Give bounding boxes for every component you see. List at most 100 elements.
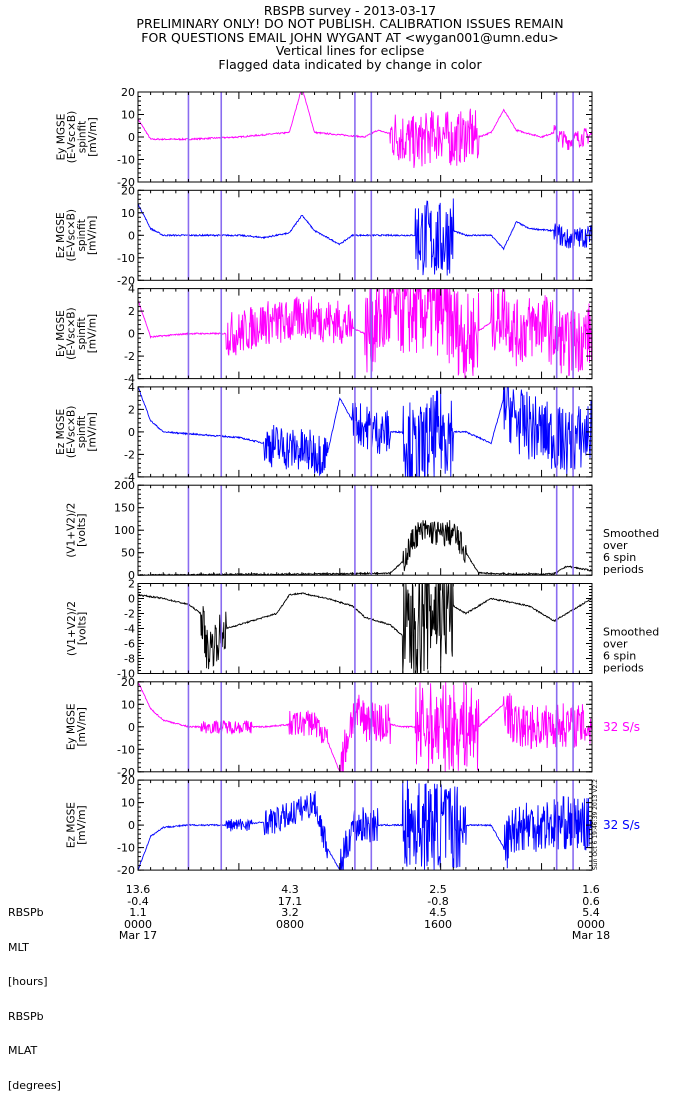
y-axis-label: spinfit [76,317,88,349]
y-axis-label: [mV/m] [87,117,99,156]
y-tick-label: 20 [121,676,135,689]
y-tick-label: 4 [128,381,135,394]
x-col-value: 2.5 [429,883,447,896]
y-tick-label: 10 [121,207,135,220]
y-axis-label: Ey MGSE [66,703,78,750]
y-axis-label: (E-Vsc×B) [66,209,78,261]
y-tick-label: 10 [121,109,135,122]
panel-3: -4 -2 0 2 4 Ey MGSE(E-Vsc×B)spinfit[mV/m] [55,283,593,386]
side-label: Smoothed [603,626,659,639]
data-line [138,780,592,871]
side-label: over [603,539,628,552]
panel-1: -20 -10 0 10 20 Ey MGSE(E-Vsc×B)spinfit[mV/m] [55,86,593,189]
x-axis-row-labels: RBSPb MLT [hours] RBSPb MLAT [degrees] [8,884,61,1103]
row-label-mlt: MLT [8,940,29,954]
data-trace-group [138,386,592,477]
data-trace-group [138,520,592,576]
y-axis-label: spinfit [76,416,88,448]
row-label-rbspb-2: RBSPb [8,1009,44,1023]
y-tick-label: 150 [114,502,135,515]
y-tick-label: 0 [128,426,135,439]
data-line [138,198,592,276]
y-tick-label: 20 [121,184,135,197]
x-col-value: 1600 [424,917,452,931]
y-tick-label: 0 [128,819,135,832]
x-col-value: 3.2 [281,906,299,919]
data-line [138,520,592,576]
sample-rate-label: 32 S/s [603,720,640,734]
y-axis-label: [mV/m] [87,412,99,451]
y-axis-label: [mV/m] [87,314,99,353]
y-axis-label: Ey MGSE [55,310,67,357]
x-col-value: 4.3 [281,883,299,896]
x-col-value: 13.6 [125,883,151,896]
panel-frame [137,484,593,576]
x-col-value: 0000 [577,917,605,931]
y-tick-label: -2 [124,448,135,461]
x-col-value: -0.4 [127,894,149,908]
y-tick-label: 2 [128,403,135,416]
row-label-mlat: MLAT [8,1044,38,1057]
y-tick-label: 10 [121,797,135,810]
panel-6: -10 -8 -6 -4 -2 0 2 (V1+V2)/2[volts] Smoothedove… [66,578,659,681]
x-col-value: Mar 18 [571,929,611,942]
y-axis-label: (E-Vsc×B) [66,406,78,458]
x-col-8: 4.3 17.1 3.2 0800 [270,884,310,930]
y-tick-label: 50 [121,547,135,560]
y-tick-label: 100 [114,524,135,537]
plot-header: RBSPB survey - 2013-03-17 PRELIMINARY ON… [0,4,700,71]
x-col-0: 13.6 -0.4 1.1 0000 Mar 17 [118,884,158,942]
header-title: RBSPB survey - 2013-03-17 [263,3,437,18]
y-axis-label: Ey MGSE [55,114,67,161]
data-trace-group [138,780,592,871]
data-trace-group [138,288,592,379]
data-trace-group [138,198,592,276]
header-contact: FOR QUESTIONS EMAIL JOHN WYGANT AT <wyga… [141,29,559,45]
y-tick-label: 200 [114,479,135,492]
header-warning: PRELIMINARY ONLY! DO NOT PUBLISH. CALIBR… [136,16,564,32]
y-tick-label: -6 [124,638,135,651]
data-line [138,92,592,168]
version-stamp: Sun Oct 6 19:46:39 2013 V2.2 [592,779,599,870]
data-line [138,681,592,772]
y-axis-label: [volts] [76,612,88,645]
y-tick-label: 10 [121,698,135,711]
y-tick-label: -4 [124,623,135,636]
side-label: 6 spin [603,650,636,663]
header-flag-note: Flagged data indicated by change in colo… [218,56,482,72]
y-tick-label: -4 [124,471,135,484]
y-axis-label: [mV/m] [76,707,88,746]
x-col-24: 1.6 0.6 5.4 0000 Mar 18 [571,884,611,942]
y-tick-label: -10 [117,252,135,265]
y-tick-label: -4 [124,373,135,386]
y-tick-label: -20 [117,274,135,287]
row-label-degrees: [degrees] [8,1078,61,1092]
x-col-value: 1.6 [582,883,600,896]
y-axis-label: [mV/m] [76,805,88,844]
sample-rate-label: 32 S/s [603,818,640,832]
y-tick-label: 20 [121,86,135,99]
y-axis-label: (E-Vsc×B) [66,111,78,163]
y-tick-label: -20 [117,176,135,189]
y-tick-label: 20 [121,774,135,787]
panel-7: -20 -10 0 10 20 Ey MGSE[mV/m] 32 S/s [66,676,640,779]
panel-4: -4 -2 0 2 4 Ez MGSE(E-Vsc×B)spinfit[mV/m] [55,381,593,484]
side-label: 6 spin [603,551,636,564]
y-axis-label: spinfit [76,121,88,153]
y-axis-label: [volts] [76,514,88,547]
panel-8: -20 -10 0 10 20 Ez MGSE[mV/m] 32 S/s [66,774,640,877]
y-tick-label: -20 [117,864,135,877]
y-tick-label: -10 [117,668,135,681]
y-tick-label: -10 [117,842,135,855]
x-col-value: 1.1 [129,906,147,919]
data-trace-group [138,92,592,168]
y-tick-label: 0 [128,721,135,734]
x-col-value: 0800 [276,917,304,931]
data-line [138,583,592,674]
y-tick-label: 0 [128,328,135,341]
y-axis-label: Ez MGSE [66,802,78,848]
panel-2: -20 -10 0 10 20 Ez MGSE(E-Vsc×B)spinfit[mV/m] [55,184,593,287]
data-trace-group [138,583,592,674]
y-tick-label: 2 [128,305,135,318]
